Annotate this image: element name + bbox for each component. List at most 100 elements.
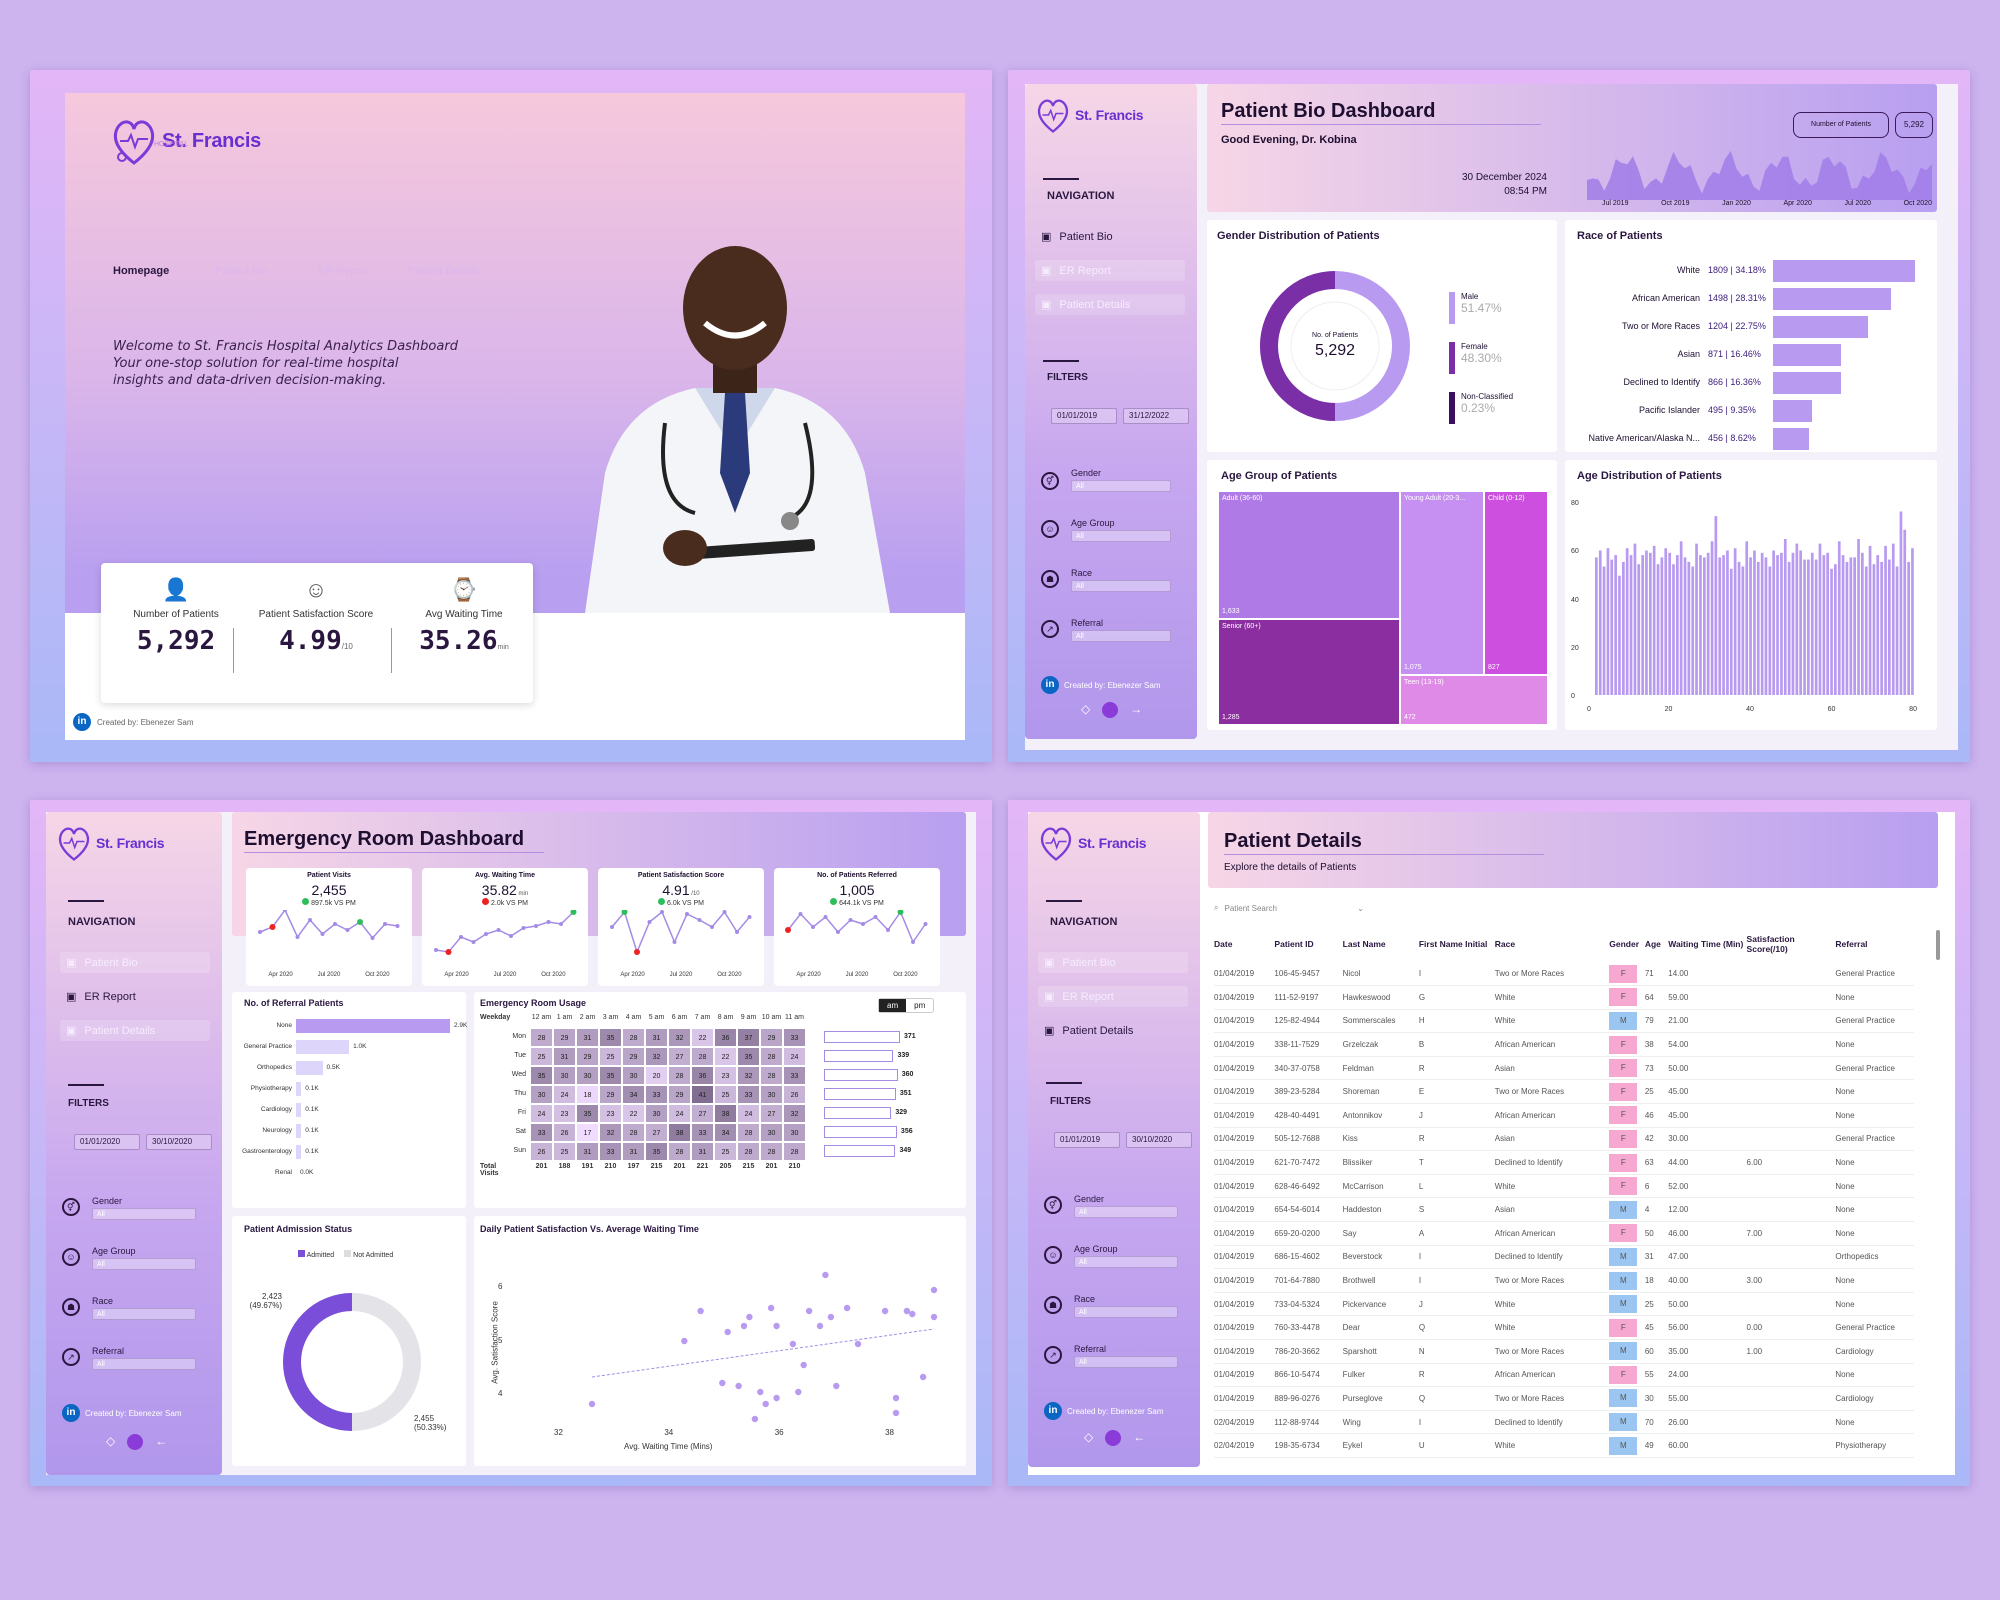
table-row[interactable]: 01/04/2019 628-46-6492 McCarrison L White F 6 5… — [1214, 1174, 1914, 1199]
referral-bar[interactable] — [296, 1124, 302, 1138]
date-to-input[interactable]: 30/10/2020 — [1126, 1132, 1192, 1148]
date-from-input[interactable]: 01/01/2019 — [1051, 408, 1117, 424]
column-header[interactable]: Last Name — [1342, 939, 1386, 949]
column-header[interactable]: Date — [1214, 939, 1233, 949]
heatmap-cell[interactable]: 31 — [645, 1028, 668, 1047]
heatmap-cell[interactable]: 28 — [783, 1142, 806, 1161]
table-row[interactable]: 01/04/2019 505-12-7688 Kiss R Asian F 42 30.00 G… — [1214, 1127, 1914, 1152]
scatter-point[interactable] — [903, 1307, 911, 1315]
race-select[interactable]: All — [1071, 580, 1171, 592]
scatter-point[interactable] — [757, 1388, 764, 1396]
race-bar-row[interactable]: Native American/Alaska N... 456 | 8.62% — [1565, 428, 1937, 450]
heatmap-cell[interactable]: 36 — [691, 1066, 714, 1085]
table-row[interactable]: 01/04/2019 866-10-5474 Fulker R African Amer… — [1214, 1363, 1914, 1388]
heatmap-cell[interactable]: 31 — [553, 1047, 576, 1066]
referral-bar-row[interactable]: None 2.9K — [232, 1018, 467, 1034]
gender-select[interactable]: All — [1071, 480, 1171, 492]
referral-bar-row[interactable]: Cardiology 0.1K — [232, 1102, 466, 1118]
heatmap-cell[interactable]: 28 — [691, 1047, 714, 1066]
scatter-point[interactable] — [697, 1307, 704, 1315]
table-row[interactable]: 01/04/2019 111-52-9197 Hawkeswood G White F 64… — [1214, 985, 1914, 1010]
heatmap-cell[interactable]: 32 — [668, 1028, 691, 1047]
heatmap-cell[interactable]: 31 — [576, 1028, 599, 1047]
table-row[interactable]: 01/04/2019 889-96-0276 Purseglove Q Two or M… — [1214, 1386, 1914, 1411]
scatter-point[interactable] — [892, 1394, 900, 1402]
race-bar[interactable] — [1773, 372, 1841, 394]
date-to-input[interactable]: 31/12/2022 — [1123, 408, 1189, 424]
heatmap-cell[interactable]: 33 — [645, 1085, 668, 1104]
nav-patient-details[interactable]: ▣ Patient Details — [1044, 1024, 1134, 1038]
heatmap-cell[interactable]: 25 — [553, 1142, 576, 1161]
heatmap-cell[interactable]: 28 — [622, 1028, 645, 1047]
heatmap-cell[interactable]: 23 — [714, 1066, 737, 1085]
referral-bar[interactable] — [296, 1145, 302, 1159]
race-bar[interactable] — [1773, 260, 1915, 282]
column-header[interactable]: Waiting Time (Min) — [1668, 939, 1744, 949]
table-row[interactable]: 01/04/2019 389-23-5284 Shoreman E Two or Mor… — [1214, 1079, 1914, 1105]
age-group-select[interactable]: All — [92, 1258, 196, 1270]
heatmap-cell[interactable]: 27 — [760, 1104, 783, 1123]
heatmap-cell[interactable]: 25 — [714, 1142, 737, 1161]
referral-bar-row[interactable]: General Practice 1.0K — [232, 1039, 466, 1055]
bookmark-icon[interactable]: ◇ — [1081, 702, 1091, 716]
er-kpi-card[interactable]: Avg. Waiting Time 35.82 min 2.0k VS PM Apr… — [422, 868, 588, 986]
referral-bar[interactable] — [296, 1040, 350, 1054]
scatter-point[interactable] — [919, 1373, 927, 1381]
heatmap-cell[interactable]: 37 — [737, 1028, 760, 1047]
age-group-select[interactable]: All — [1071, 530, 1171, 542]
race-bar[interactable] — [1773, 316, 1868, 338]
bookmark-icon[interactable]: ◇ — [1084, 1430, 1094, 1444]
table-row[interactable]: 01/04/2019 428-40-4491 Antonnikov J African … — [1214, 1103, 1914, 1128]
heatmap-cell[interactable]: 32 — [737, 1066, 760, 1085]
table-row[interactable]: 01/04/2019 786-20-3662 Sparshott N Two or Mo… — [1214, 1339, 1914, 1364]
heatmap-cell[interactable]: 27 — [691, 1104, 714, 1123]
race-bar-row[interactable]: Asian 871 | 16.46% — [1565, 344, 1937, 366]
scatter-point[interactable] — [833, 1382, 840, 1390]
table-scrollbar[interactable] — [1936, 930, 1940, 960]
heatmap-cell[interactable]: 32 — [599, 1123, 622, 1142]
scatter-point[interactable] — [881, 1307, 889, 1315]
scatter-point[interactable] — [735, 1382, 742, 1390]
heatmap-cell[interactable]: 31 — [691, 1142, 714, 1161]
heatmap-cell[interactable]: 28 — [760, 1047, 783, 1066]
column-header[interactable]: Race — [1494, 939, 1516, 949]
table-row[interactable]: 01/04/2019 760-33-4478 Dear Q White F 45 56.00 0… — [1214, 1315, 1914, 1340]
heatmap-cell[interactable]: 38 — [714, 1104, 737, 1123]
scatter-point[interactable] — [719, 1379, 726, 1387]
heatmap-cell[interactable]: 33 — [691, 1123, 714, 1142]
heatmap-cell[interactable]: 23 — [553, 1104, 576, 1123]
heatmap-cell[interactable]: 28 — [737, 1142, 760, 1161]
race-bar-row[interactable]: Declined to Identify 866 | 16.36% — [1565, 372, 1937, 394]
heatmap-cell[interactable]: 28 — [668, 1142, 691, 1161]
heatmap-cell[interactable]: 24 — [783, 1047, 806, 1066]
heatmap-cell[interactable]: 34 — [714, 1123, 737, 1142]
heatmap-cell[interactable]: 35 — [737, 1047, 760, 1066]
heatmap-cell[interactable]: 30 — [576, 1066, 599, 1085]
scatter-point[interactable] — [751, 1415, 759, 1423]
referral-bar[interactable] — [296, 1019, 450, 1033]
scatter-point[interactable] — [854, 1340, 862, 1348]
nav-patient-details[interactable]: ▣ Patient Details — [1035, 294, 1185, 315]
scatter-point[interactable] — [789, 1340, 797, 1348]
scatter-point[interactable] — [795, 1388, 802, 1396]
heatmap-cell[interactable]: 17 — [576, 1123, 599, 1142]
nav-patient-bio[interactable]: ▣ Patient Bio — [60, 952, 210, 973]
heatmap-cell[interactable]: 26 — [530, 1142, 553, 1161]
heatmap-cell[interactable]: 31 — [576, 1142, 599, 1161]
linkedin-icon[interactable]: in — [73, 713, 91, 731]
heatmap-cell[interactable]: 41 — [691, 1085, 714, 1104]
heatmap-cell[interactable]: 32 — [645, 1047, 668, 1066]
table-row[interactable]: 01/04/2019 654-54-6014 Haddeston S Asian M 4 12… — [1214, 1197, 1914, 1223]
heatmap-cell[interactable]: 29 — [576, 1047, 599, 1066]
credit[interactable]: in Created by: Ebenezer Sam — [1044, 1402, 1164, 1420]
heatmap-cell[interactable]: 28 — [668, 1066, 691, 1085]
referral-bar-row[interactable]: Physiotherapy 0.1K — [232, 1081, 466, 1097]
table-row[interactable]: 02/04/2019 198-35-6734 Eykel U White M 49 60.00… — [1214, 1433, 1914, 1458]
scatter-point[interactable] — [816, 1322, 824, 1330]
heatmap-cell[interactable]: 31 — [622, 1142, 645, 1161]
heatmap-cell[interactable]: 29 — [599, 1085, 622, 1104]
race-bar-row[interactable]: African American 1498 | 28.31% — [1565, 288, 1937, 310]
tab-er-report[interactable]: ER Report — [318, 265, 370, 277]
heatmap-cell[interactable]: 30 — [760, 1085, 783, 1104]
heatmap-cell[interactable]: 35 — [599, 1028, 622, 1047]
